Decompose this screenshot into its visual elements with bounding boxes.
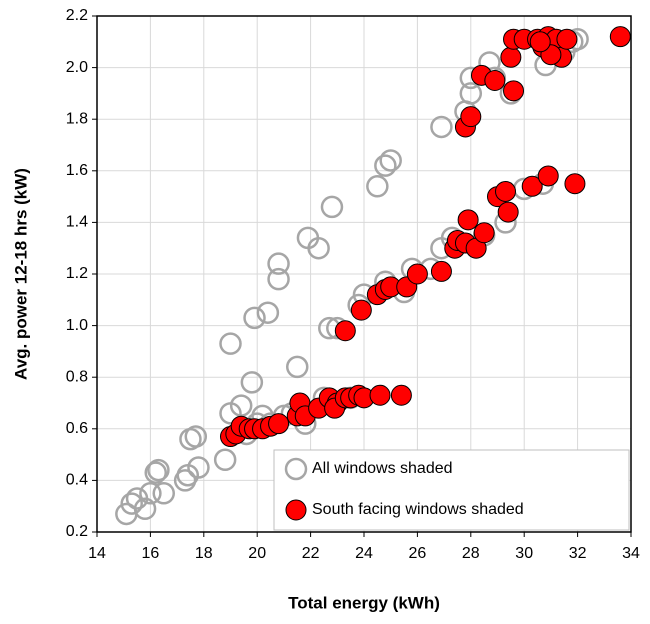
y-tick-label: 0.8: [66, 368, 88, 385]
legend-marker: [285, 499, 307, 521]
point: [484, 70, 506, 91]
point: [374, 154, 397, 177]
y-tick-label: 1.0: [66, 317, 88, 334]
point: [334, 320, 356, 342]
x-tick-label: 28: [462, 545, 480, 562]
y-tick-label: 1.6: [66, 162, 88, 179]
legend-marker: [284, 457, 308, 481]
point: [457, 209, 479, 231]
x-tick-label: 30: [515, 545, 533, 562]
point: [268, 413, 290, 435]
point: [144, 461, 167, 484]
y-tick-label: 1.2: [66, 265, 88, 282]
point: [497, 201, 519, 223]
point: [350, 299, 372, 321]
point: [147, 458, 170, 482]
point: [609, 26, 631, 48]
point: [564, 173, 586, 195]
x-tick-label: 24: [355, 545, 373, 562]
point: [286, 355, 309, 379]
point: [366, 175, 389, 198]
point: [379, 149, 402, 172]
point: [120, 492, 143, 515]
point: [240, 371, 264, 394]
point: [256, 301, 280, 324]
y-tick-label: 2.2: [66, 7, 88, 24]
point: [307, 236, 330, 260]
point: [390, 384, 412, 406]
point: [213, 448, 237, 472]
y-tick-label: 1.8: [66, 110, 88, 127]
point: [267, 252, 290, 275]
legend-box: [273, 449, 630, 531]
point: [459, 82, 483, 105]
point: [430, 260, 452, 282]
point: [229, 394, 253, 417]
y-tick-label: 0.2: [66, 523, 88, 540]
x-axis-label: Total energy (kWh): [288, 593, 440, 612]
x-tick-label: 26: [409, 545, 427, 562]
point: [369, 384, 391, 406]
point: [537, 165, 559, 187]
point: [556, 28, 578, 50]
point: [460, 106, 482, 128]
point: [184, 425, 208, 448]
point: [500, 46, 522, 68]
x-tick-label: 18: [195, 545, 213, 562]
legend-label: All windows shaded: [312, 460, 453, 477]
legend-label: South facing windows shaded: [312, 501, 524, 518]
point: [521, 175, 543, 197]
point: [187, 456, 210, 479]
x-tick-label: 22: [302, 545, 320, 562]
point: [219, 332, 242, 355]
y-tick-label: 2.0: [66, 59, 88, 76]
point: [139, 482, 162, 505]
y-tick-label: 1.4: [66, 214, 88, 231]
point: [495, 180, 517, 202]
point: [529, 31, 551, 53]
x-tick-label: 32: [569, 545, 587, 562]
point: [133, 497, 157, 521]
x-tick-label: 20: [248, 545, 266, 562]
point: [152, 482, 175, 505]
point: [430, 115, 453, 139]
x-tick-label: 16: [142, 545, 160, 562]
x-tick-label: 34: [622, 545, 640, 562]
point: [473, 222, 495, 244]
x-tick-label: 14: [88, 545, 106, 562]
y-tick-label: 0.6: [66, 420, 88, 437]
point: [243, 306, 266, 330]
point: [267, 267, 290, 291]
y-tick-label: 0.4: [66, 472, 88, 489]
plot-frame: [96, 15, 632, 533]
y-axis-label: Avg. power 12-18 hrs (kW): [11, 168, 30, 380]
point: [503, 80, 525, 102]
point: [406, 263, 428, 285]
point: [320, 195, 344, 219]
